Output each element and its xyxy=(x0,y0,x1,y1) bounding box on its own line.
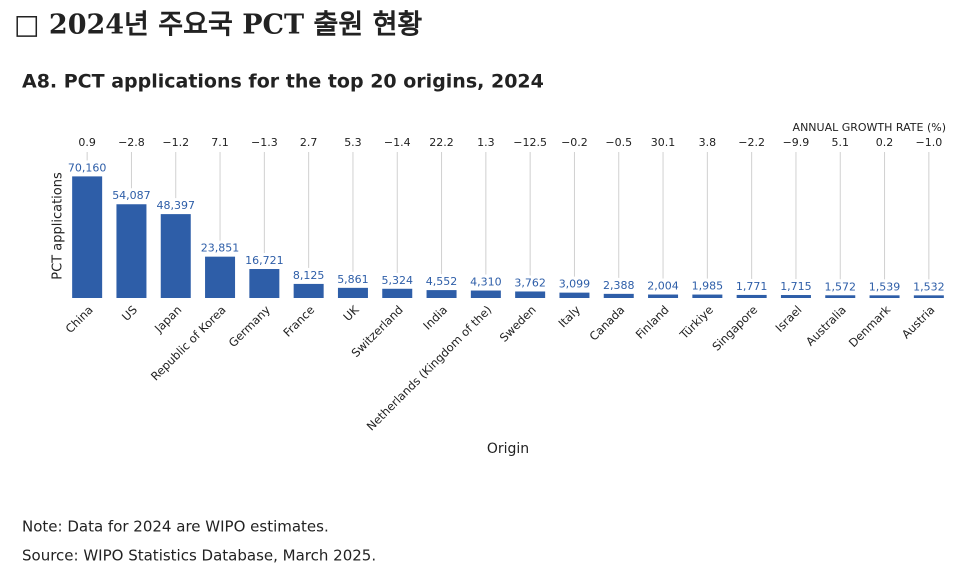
growth-rate: −1.0 xyxy=(915,136,942,149)
y-axis-label: PCT applications xyxy=(51,172,66,280)
growth-label: ANNUAL GROWTH RATE (%) xyxy=(793,121,946,134)
bar xyxy=(515,291,546,298)
value-label: 1,539 xyxy=(869,280,901,293)
x-tick-label: France xyxy=(280,303,317,340)
bar xyxy=(780,295,811,298)
bar xyxy=(160,214,191,298)
x-tick-label: Japan xyxy=(151,303,184,336)
x-tick-label: Germany xyxy=(226,303,273,350)
value-label: 4,310 xyxy=(470,276,502,289)
x-tick-label: Türkiye xyxy=(676,303,716,343)
value-label: 1,572 xyxy=(825,280,857,293)
x-tick-label: Republic of Korea xyxy=(148,303,229,384)
chart-title: A8. PCT applications for the top 20 orig… xyxy=(22,71,544,93)
growth-rate: 1.3 xyxy=(477,136,495,149)
growth-rate: 7.1 xyxy=(211,136,229,149)
value-label: 23,851 xyxy=(201,242,240,255)
value-label: 2,004 xyxy=(647,280,679,293)
x-tick-label: Austria xyxy=(899,303,938,342)
value-label: 1,715 xyxy=(780,280,812,293)
growth-rate: 3.8 xyxy=(699,136,717,149)
bar xyxy=(559,292,590,298)
x-tick-label: Canada xyxy=(586,303,627,344)
value-label: 3,099 xyxy=(559,278,591,291)
bar xyxy=(692,294,723,298)
bar xyxy=(205,256,236,298)
growth-rate: 5.1 xyxy=(832,136,850,149)
bar xyxy=(426,290,457,298)
growth-rate: −0.2 xyxy=(561,136,588,149)
value-label: 1,985 xyxy=(692,280,724,293)
growth-rate: −12.5 xyxy=(513,136,547,149)
growth-rate: 0.9 xyxy=(78,136,96,149)
bar xyxy=(869,295,900,298)
value-label: 2,388 xyxy=(603,279,635,292)
bar xyxy=(249,269,280,298)
bar xyxy=(293,283,324,298)
growth-rate: −1.4 xyxy=(384,136,411,149)
value-label: 54,087 xyxy=(112,189,151,202)
growth-rate: −0.5 xyxy=(605,136,632,149)
value-label: 70,160 xyxy=(68,161,107,174)
bar xyxy=(736,294,767,298)
value-label: 16,721 xyxy=(245,254,284,267)
bar xyxy=(470,290,501,298)
value-label: 8,125 xyxy=(293,269,325,282)
note: Note: Data for 2024 are WIPO estimates. xyxy=(22,518,329,536)
growth-rate: 30.1 xyxy=(651,136,676,149)
bar xyxy=(337,287,368,298)
growth-rate: −9.9 xyxy=(783,136,810,149)
x-tick-label: Denmark xyxy=(846,302,894,350)
source: Source: WIPO Statistics Database, March … xyxy=(22,547,376,565)
x-tick-label: Italy xyxy=(556,303,584,331)
x-axis-label: Origin xyxy=(487,441,529,457)
value-label: 1,771 xyxy=(736,280,768,293)
bar xyxy=(382,288,413,298)
value-label: 3,762 xyxy=(514,276,546,289)
x-tick-label: Australia xyxy=(803,303,849,349)
growth-rate: −1.3 xyxy=(251,136,278,149)
value-label: 4,552 xyxy=(426,275,458,288)
value-label: 5,324 xyxy=(382,274,414,287)
bar xyxy=(72,176,103,298)
x-tick-label: Sweden xyxy=(497,303,539,345)
growth-rate: −2.8 xyxy=(118,136,145,149)
bar xyxy=(603,293,634,298)
bar xyxy=(648,294,679,298)
value-label: 48,397 xyxy=(157,199,196,212)
x-tick-label: India xyxy=(420,303,450,333)
bar xyxy=(116,204,147,298)
bar xyxy=(825,295,856,298)
growth-rate: 0.2 xyxy=(876,136,894,149)
growth-rate: −1.2 xyxy=(162,136,189,149)
value-label: 1,532 xyxy=(913,280,945,293)
bar xyxy=(913,295,944,298)
x-tick-label: Finland xyxy=(633,303,672,342)
x-tick-label: US xyxy=(119,303,140,324)
x-tick-label: UK xyxy=(340,302,362,324)
heading: □ 2024년 주요국 PCT 출원 현황 xyxy=(14,10,422,41)
x-tick-label: China xyxy=(63,303,96,336)
growth-rate: 22.2 xyxy=(429,136,454,149)
growth-rate: 5.3 xyxy=(344,136,362,149)
x-tick-label: Israel xyxy=(772,303,804,335)
growth-rate: −2.2 xyxy=(738,136,765,149)
growth-rate: 2.7 xyxy=(300,136,318,149)
x-tick-label: Singapore xyxy=(709,303,760,354)
value-label: 5,861 xyxy=(337,273,369,286)
